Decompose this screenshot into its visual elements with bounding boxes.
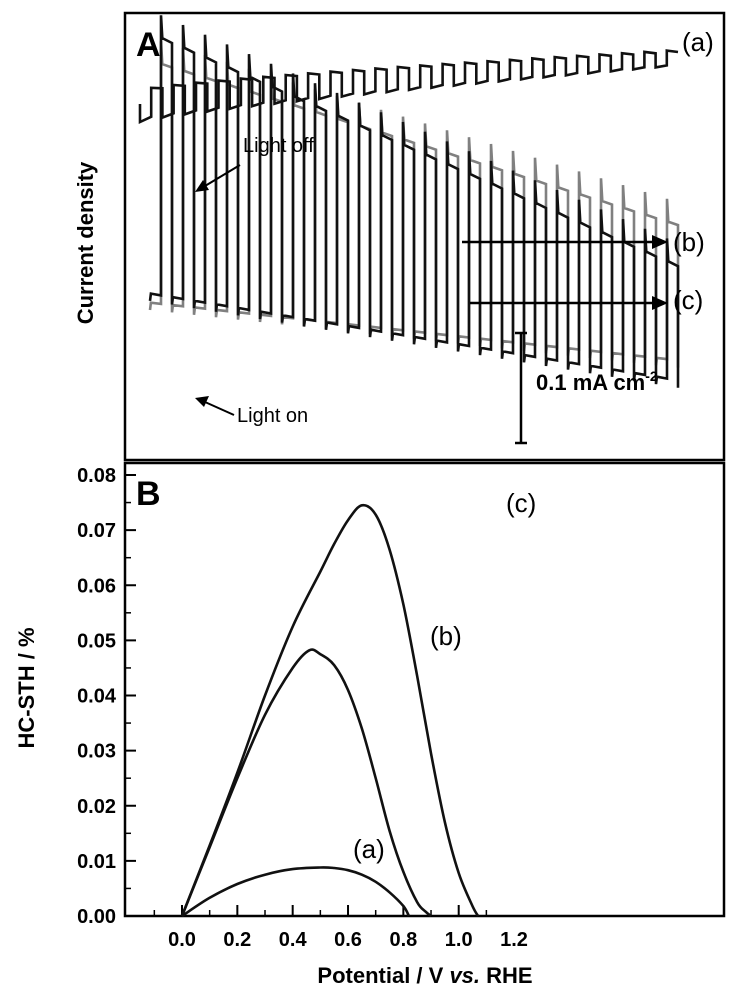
light-off-label: Light off (243, 135, 314, 157)
panel-b-axes: 0.0 0.2 0.4 0.6 0.8 1.0 1.2 0.00 0.01 0.02 0.03 0.0… (77, 465, 528, 951)
light-off-arrow (204, 164, 241, 187)
xlabel-part-vs: vs. (449, 963, 480, 988)
series-label-a: (a) (682, 27, 714, 57)
trace-b (148, 15, 680, 388)
x-tick-label: 1.2 (500, 929, 528, 951)
y-tick-label: 0.07 (77, 520, 116, 542)
curve-label-b: (b) (430, 621, 462, 651)
panel-a-traces (138, 15, 680, 388)
panel-b-frame (123, 461, 726, 918)
panel-a-letter: A (136, 26, 161, 64)
y-tick-label: 0.03 (77, 741, 116, 763)
light-on-label: Light on (237, 405, 308, 427)
series-label-c: (c) (673, 285, 703, 315)
scale-bar-value: 0.1 mA cm (536, 370, 645, 395)
x-tick-label: 1.0 (445, 929, 473, 951)
y-tick-label: 0.04 (77, 686, 117, 708)
x-tick-label: 0.2 (223, 929, 251, 951)
arrow-b-head (652, 235, 668, 249)
x-tick-label: 0.0 (168, 929, 196, 951)
panel-b: B 0.0 0.2 0.4 0.6 0.8 1.0 1.20.000.010.020.030… (14, 461, 726, 988)
panel-b-letter: B (136, 475, 161, 513)
trace-a (138, 49, 679, 125)
y-tick-label: 0.05 (77, 630, 116, 652)
panel-a-frame (123, 11, 726, 462)
curve-b (180, 648, 432, 918)
x-tick-label: 0.6 (334, 929, 362, 951)
light-off-arrowhead (195, 180, 209, 192)
y-tick-label: 0.02 (77, 796, 116, 818)
xlabel-part-1: Potential / V (317, 963, 449, 988)
curve-label-c: (c) (506, 488, 536, 518)
panel-b-curves (180, 503, 480, 918)
panel-a-ylabel: Current density (73, 161, 98, 324)
y-tick-label: 0.06 (77, 575, 116, 597)
y-tick-label: 0.08 (77, 465, 116, 487)
y-tick-label: 0.01 (77, 851, 116, 873)
scale-bar-exponent: -2 (645, 368, 658, 384)
curve-a (181, 866, 411, 918)
series-label-b: (b) (673, 227, 705, 257)
x-tick-label: 0.4 (279, 929, 308, 951)
light-on-arrowhead (195, 396, 209, 407)
scale-bar-label: 0.1 mA cm-2 (536, 368, 658, 395)
y-tick-label: 0.00 (77, 906, 116, 928)
arrow-c-head (652, 296, 668, 310)
curve-c (180, 503, 480, 917)
panel-b-ylabel: HC-STH / % (14, 628, 39, 749)
panel-b-xlabel: Potential / V vs. RHE (317, 963, 532, 988)
panel-a: A Current density (a) (b) (c) Light off … (73, 11, 726, 462)
curve-label-a: (a) (353, 834, 385, 864)
x-tick-label: 0.8 (389, 929, 417, 951)
xlabel-part-2: RHE (480, 963, 533, 988)
light-on-arrow (204, 401, 235, 416)
